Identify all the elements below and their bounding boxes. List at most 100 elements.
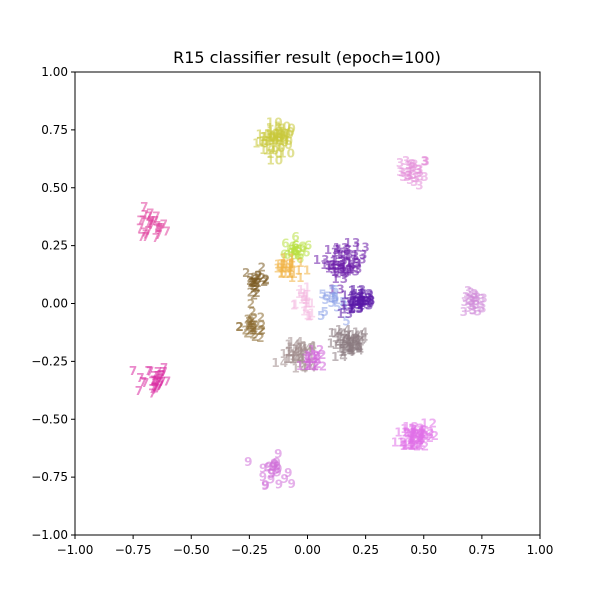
data-point-label: 3 (470, 287, 478, 301)
data-point-label: 5 (328, 292, 336, 306)
data-point-label: 11 (277, 267, 294, 281)
data-point-label: 13 (335, 243, 352, 257)
data-point-label: 12 (301, 352, 318, 366)
data-point-label: 7 (151, 381, 159, 395)
data-point-label: 9 (265, 460, 273, 474)
data-point-label: 3 (402, 154, 410, 168)
data-point-label: 14 (297, 341, 314, 355)
data-point-label: 2 (246, 318, 254, 332)
data-point-label: 9 (274, 462, 282, 476)
data-point-label: 13 (331, 246, 348, 260)
data-point-label: 7 (152, 231, 160, 245)
data-point-label: 2 (245, 318, 253, 332)
data-point-label: 11 (278, 262, 295, 276)
data-point-label: 13 (349, 294, 366, 308)
data-point-label: 2 (246, 271, 254, 285)
data-point-label: 2 (248, 305, 256, 319)
data-point-label: 7 (151, 214, 159, 228)
data-point-label: 3 (414, 167, 422, 181)
data-point-label: 9 (267, 472, 275, 486)
data-point-label: 13 (337, 263, 354, 277)
data-point-label: 14 (344, 332, 361, 346)
data-point-label: 10 (262, 143, 279, 157)
data-point-label: 5 (317, 309, 325, 323)
data-point-label: 3 (399, 170, 407, 184)
x-tick-label: 0.50 (410, 543, 437, 557)
data-point-label: 1 (300, 305, 308, 319)
data-point-label: 1 (301, 300, 309, 314)
x-axis: −1.00 −0.75 −0.50 −0.25 0.00 0.25 0.50 0.75 1.00 (57, 535, 553, 557)
data-point-label: 13 (341, 288, 358, 302)
data-point-label: 11 (273, 261, 290, 275)
data-point-label: 5 (331, 291, 339, 305)
data-point-label: 7 (160, 361, 168, 375)
data-point-label: 3 (404, 159, 412, 173)
data-point-label: 12 (305, 352, 322, 366)
data-point-label: 5 (339, 295, 347, 309)
data-point-label: 11 (288, 271, 305, 285)
data-point-label: 12 (404, 427, 421, 441)
data-point-label: 13 (331, 265, 348, 279)
data-point-label: 9 (284, 466, 292, 480)
data-point-label: 6 (294, 249, 302, 263)
data-point-label: 14 (352, 326, 369, 340)
data-point-label: 12 (412, 428, 429, 442)
data-point-label: 9 (273, 465, 281, 479)
data-point-label: 2 (260, 275, 268, 289)
data-point-label: 5 (333, 300, 341, 314)
data-point-label: 11 (274, 257, 291, 271)
data-point-label: 2 (242, 266, 250, 280)
data-point-label: 3 (410, 157, 418, 171)
data-point-label: 13 (348, 289, 365, 303)
data-point-label: 10 (259, 143, 276, 157)
data-point-label: 10 (271, 131, 288, 145)
data-point-label: 3 (472, 298, 480, 312)
data-point-label: 10 (269, 141, 286, 155)
data-point-label: 5 (321, 305, 329, 319)
data-point-label: 9 (269, 460, 277, 474)
data-point-label: 12 (417, 425, 434, 439)
data-point-label: 7 (142, 230, 150, 244)
data-point-label: 13 (353, 294, 370, 308)
data-point-label: 7 (141, 208, 149, 222)
data-point-label: 1 (302, 296, 310, 310)
data-point-label: 2 (248, 275, 256, 289)
data-point-label: 13 (340, 258, 357, 272)
data-point-label: 12 (410, 427, 427, 441)
data-point-label: 3 (472, 294, 480, 308)
data-point-label: 13 (357, 287, 374, 301)
data-point-label: 3 (405, 165, 413, 179)
data-point-label: 7 (141, 376, 149, 390)
data-point-label: 14 (326, 336, 343, 350)
x-tick-label: −0.75 (115, 543, 152, 557)
data-point-label: 5 (342, 314, 350, 328)
data-point-label: 7 (154, 365, 162, 379)
data-point-label: 14 (331, 338, 348, 352)
data-point-label: 7 (147, 214, 155, 228)
data-point-label: 6 (287, 246, 295, 260)
y-tick-label: 0.25 (41, 239, 68, 253)
data-point-label: 6 (292, 244, 300, 258)
data-point-label: 3 (466, 285, 474, 299)
data-point-label: 12 (305, 349, 322, 363)
y-axis: −1.00 −0.75 −0.50 −0.25 0.00 0.25 0.50 0.75 1.00 (31, 65, 75, 542)
data-point-label: 7 (151, 374, 159, 388)
data-point-label: 2 (250, 311, 258, 325)
data-point-label: 3 (421, 154, 429, 168)
data-point-label: 14 (331, 350, 348, 364)
data-point-label: 3 (464, 284, 472, 298)
data-point-label: 14 (283, 352, 300, 366)
data-point-label: 9 (261, 479, 269, 493)
data-point-label: 3 (405, 158, 413, 172)
data-point-label: 11 (277, 261, 294, 275)
data-point-label: 6 (292, 244, 300, 258)
data-point-label: 10 (272, 130, 289, 144)
data-point-label: 7 (147, 216, 155, 230)
data-point-label: 3 (469, 303, 477, 317)
data-point-label: 14 (300, 339, 317, 353)
data-point-label: 10 (278, 147, 295, 161)
data-point-label: 13 (347, 300, 364, 314)
data-point-label: 12 (310, 359, 327, 373)
data-point-label: 12 (418, 427, 435, 441)
data-point-label: 14 (300, 360, 317, 374)
